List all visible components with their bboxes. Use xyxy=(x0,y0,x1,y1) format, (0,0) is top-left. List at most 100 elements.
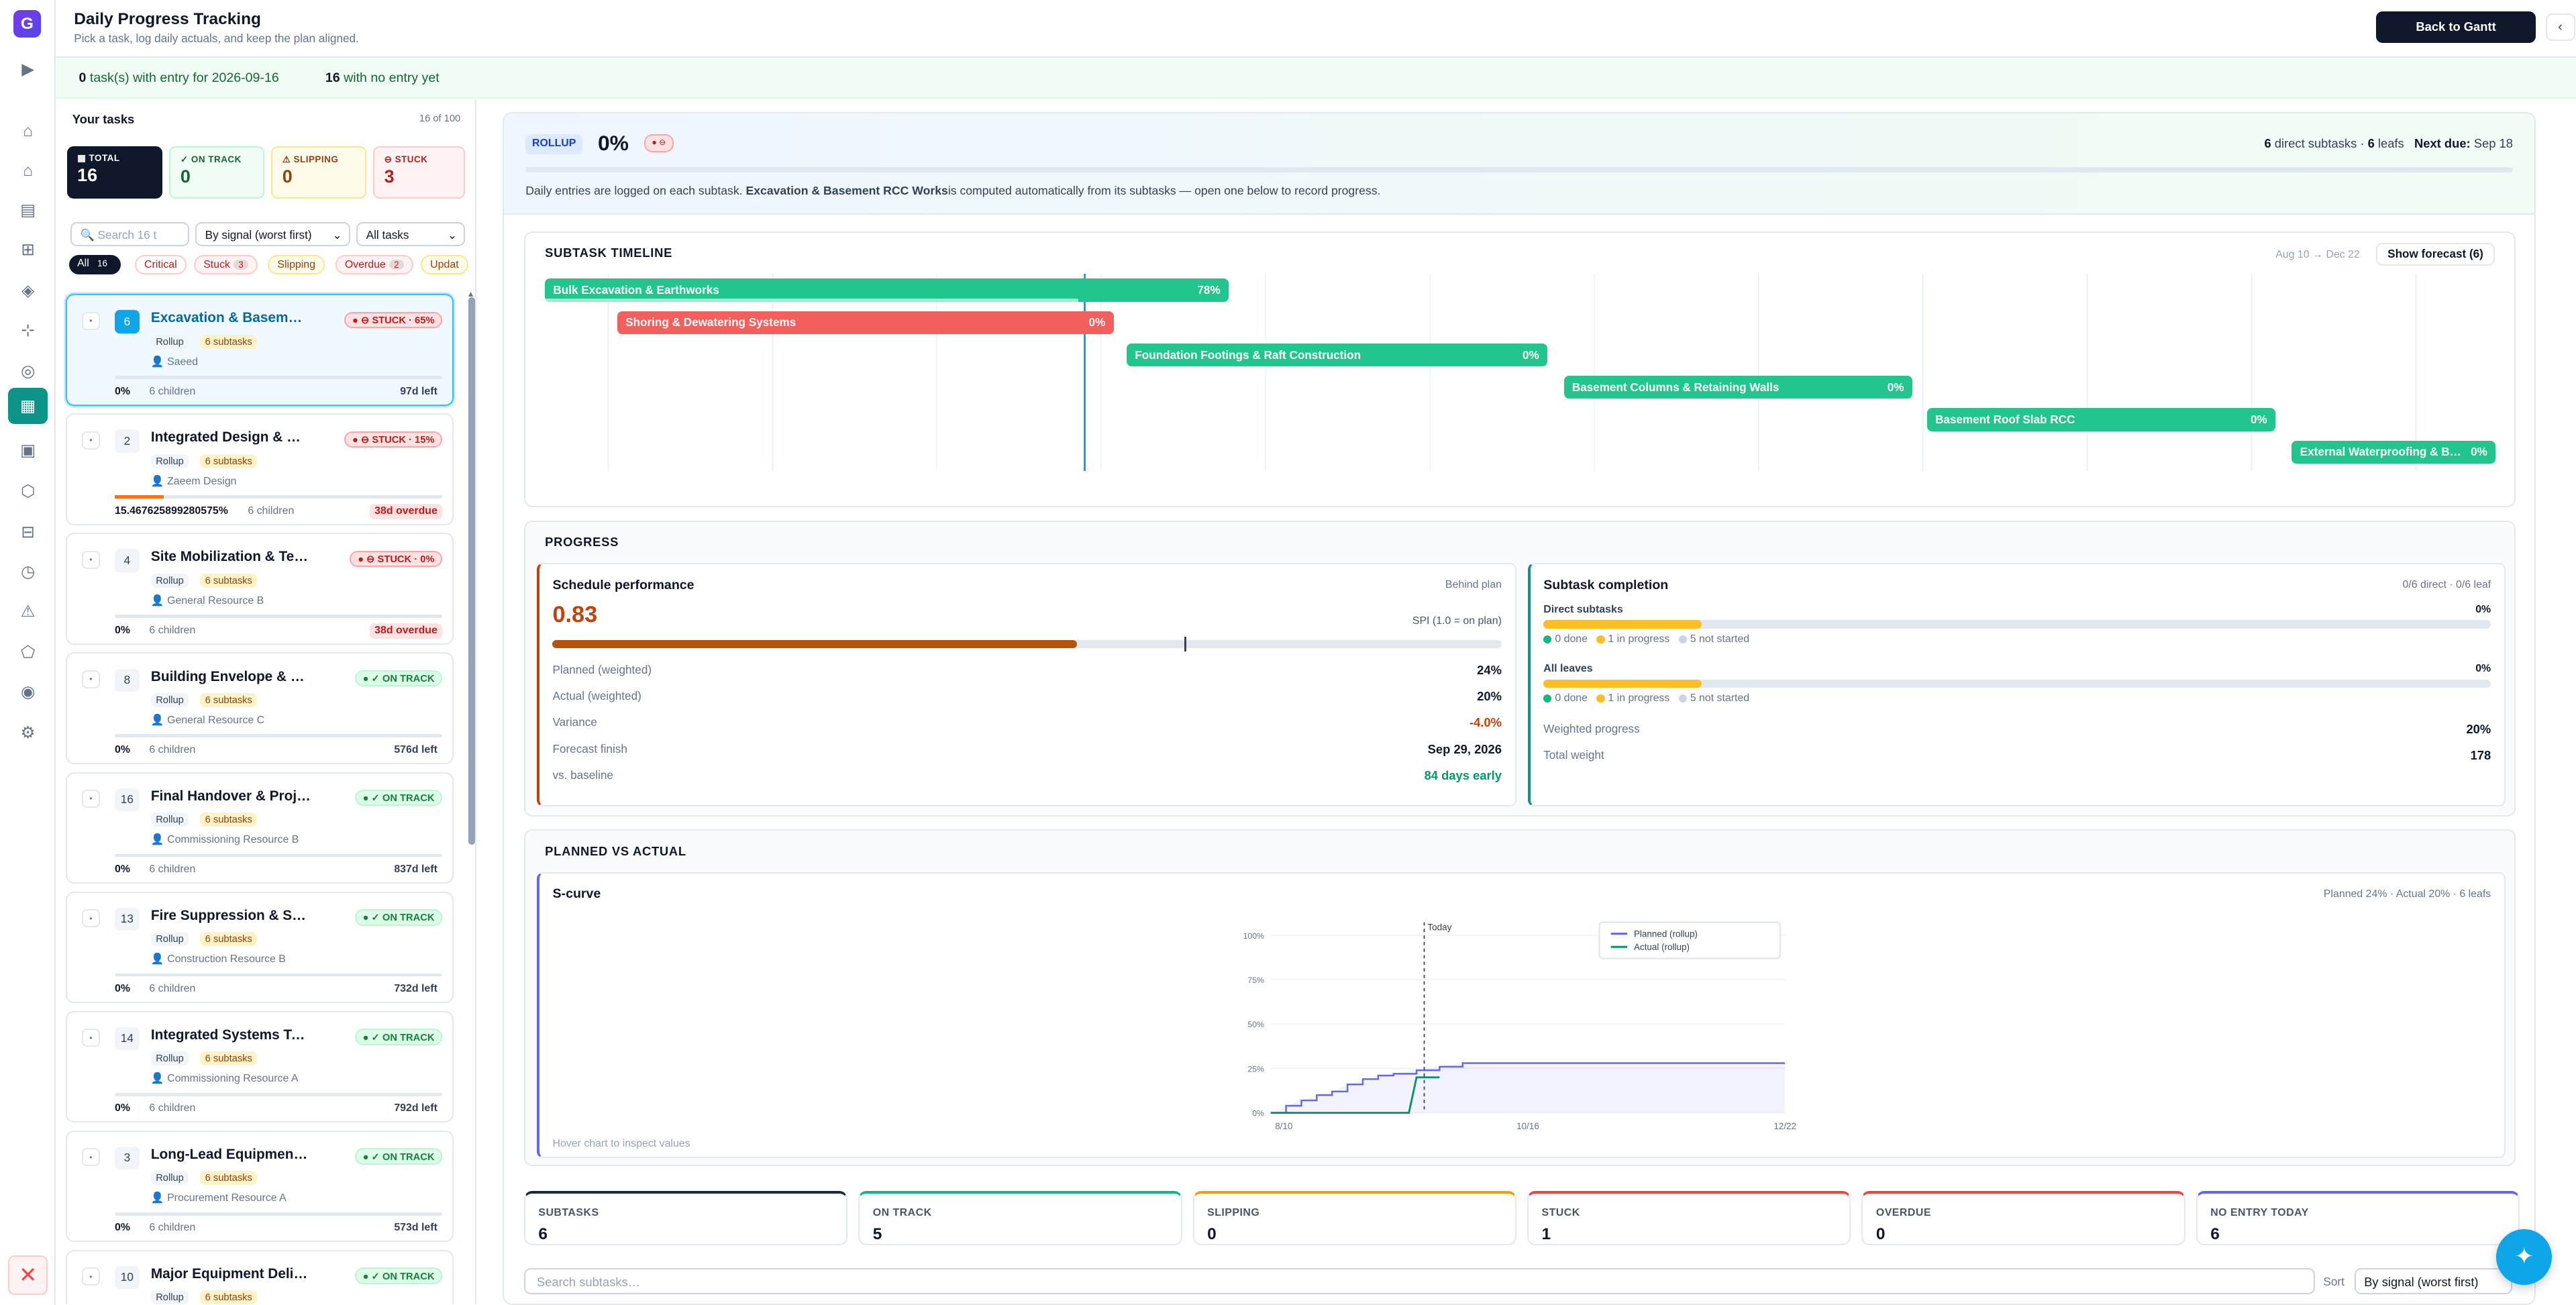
y-tick-label: 25% xyxy=(1247,1065,1264,1074)
record-icon[interactable]: ◉ xyxy=(20,683,36,702)
expand-icon[interactable]: • xyxy=(81,790,100,808)
filter-chip-slipping[interactable]: Slipping xyxy=(268,254,325,274)
task-card[interactable]: • 10 Major Equipment Delive… ● ✓ ON TRACK Ro… xyxy=(65,1249,454,1305)
task-card[interactable]: • 6 Excavation & Basem… ● ⊖ STUCK · 65% Roll… xyxy=(65,294,454,406)
expand-icon[interactable]: • xyxy=(81,670,100,688)
target-icon[interactable]: ◎ xyxy=(20,362,36,381)
task-card[interactable]: • 3 Long-Lead Equipment P… ● ✓ ON TRACK Roll… xyxy=(65,1130,454,1243)
schedule-status: Behind plan xyxy=(1445,579,1502,591)
rollup-summary: 6 direct subtasks · 6 leafs Next due: Se… xyxy=(2264,136,2513,151)
chevron-left-icon[interactable]: ‹ xyxy=(2545,13,2575,42)
completion-meta: 0/6 direct · 0/6 leaf xyxy=(2402,579,2491,591)
metric-value: Sep 29, 2026 xyxy=(1427,741,1502,756)
sort-select[interactable]: By signal (worst first) ⌄ xyxy=(195,221,350,247)
scroll-up-icon[interactable]: ▲ xyxy=(466,289,475,299)
subtask-search-input[interactable]: Search subtasks… xyxy=(523,1268,2316,1295)
task-list-scrollbar[interactable] xyxy=(468,297,475,845)
leaf-text: leafs xyxy=(2377,136,2404,150)
rollup-tag: Rollup xyxy=(150,932,189,947)
chip-count: 2 xyxy=(389,260,404,270)
metric-label: Forecast finish xyxy=(552,741,627,755)
task-name: Integrated Design & … xyxy=(150,429,301,446)
pentagon-icon[interactable]: ⬠ xyxy=(20,643,36,662)
task-card[interactable]: • 4 Site Mobilization & Te… ● ⊖ STUCK · 0% R… xyxy=(65,533,454,645)
list-icon[interactable]: ▤ xyxy=(20,201,36,220)
timeline-bar[interactable]: Basement Columns & Retaining Walls 0% xyxy=(1563,376,1912,399)
timeline-bar[interactable]: Shoring & Dewatering Systems 0% xyxy=(617,311,1114,334)
stat-stuck[interactable]: ⊖ STUCK 3 xyxy=(372,146,466,199)
stat-total[interactable]: ▦ TOTAL 16 xyxy=(67,146,163,199)
back-to-gantt-button[interactable]: Back to Gantt xyxy=(2376,11,2536,43)
alert-icon[interactable]: ⚠ xyxy=(20,603,36,621)
task-card[interactable]: • 8 Building Envelope & Wa… ● ✓ ON TRACK Rol… xyxy=(65,652,454,764)
task-card[interactable]: • 2 Integrated Design & … ● ⊖ STUCK · 15% Ro… xyxy=(65,413,454,525)
clock-icon[interactable]: ◷ xyxy=(20,563,36,582)
bar-percent: 0% xyxy=(2250,413,2267,427)
expand-icon[interactable]: • xyxy=(81,1267,100,1286)
kpi-slipping[interactable]: SLIPPING 0 xyxy=(1192,1191,1516,1245)
timeline-bar[interactable]: External Waterproofing & B… 0% xyxy=(2291,440,2496,464)
expand-icon[interactable]: • xyxy=(81,1029,100,1047)
home-icon[interactable]: ⌂ xyxy=(23,121,34,140)
task-owner: 👤 Commissioning Resource A xyxy=(151,1072,299,1085)
bar-label: Basement Roof Slab RCC xyxy=(1935,413,2075,427)
filter-chip-critical[interactable]: Critical xyxy=(134,254,187,274)
stat-slipping[interactable]: ⚠ SLIPPING 0 xyxy=(271,146,367,199)
expand-icon[interactable]: • xyxy=(81,1148,100,1167)
stat-label: ON TRACK xyxy=(191,154,242,164)
app-logo-icon[interactable]: G xyxy=(13,9,42,38)
kpi-subtasks[interactable]: SUBTASKS 6 xyxy=(523,1191,848,1245)
board-icon[interactable]: ▣ xyxy=(20,441,36,460)
expand-icon[interactable]: • xyxy=(81,431,100,450)
s-curve-title: S-curve xyxy=(552,886,601,902)
expand-icon[interactable]: • xyxy=(81,550,100,569)
kpi-on-track[interactable]: ON TRACK 5 xyxy=(858,1191,1182,1245)
table-icon[interactable]: ⊟ xyxy=(21,523,35,542)
note-task-name: Excavation & Basement RCC Works xyxy=(745,183,948,197)
status-badge: ● ⊖ STUCK · 15% xyxy=(344,431,443,448)
filter-chip-all[interactable]: All 16 xyxy=(68,254,121,274)
grid-icon[interactable]: ⊞ xyxy=(21,241,35,260)
progress-icon[interactable]: ▦ xyxy=(8,387,48,424)
house-icon[interactable]: ⌂ xyxy=(23,161,34,180)
stat-on-track[interactable]: ✓ ON TRACK 0 xyxy=(169,146,265,199)
timeline-bar[interactable]: Bulk Excavation & Earthworks 78% xyxy=(545,278,1229,302)
bar-label: Shoring & Dewatering Systems xyxy=(625,315,796,329)
expand-icon[interactable]: • xyxy=(81,909,100,927)
assistant-fab-icon[interactable]: ✦ xyxy=(2496,1229,2553,1286)
total-icon: ▦ xyxy=(77,152,87,163)
task-number: 10 xyxy=(114,1265,140,1289)
timeline-bar[interactable]: Foundation Footings & Raft Construction 0… xyxy=(1127,343,1548,367)
filter-chip-overdue[interactable]: Overdue 2 xyxy=(335,254,414,274)
kpi-no-entry-today[interactable]: NO ENTRY TODAY 6 xyxy=(2196,1191,2520,1245)
task-card[interactable]: • 13 Fire Suppression & Sec… ● ✓ ON TRACK Ro… xyxy=(65,891,454,1004)
rollup-tag: Rollup xyxy=(150,454,189,469)
task-search-input[interactable]: 🔍 Search 16 t xyxy=(70,221,189,247)
s-curve-chart[interactable]: 0% 25% 50% 75% 100% 8/10 10/16 12/22 Today Planne… xyxy=(1213,906,1805,1136)
kpi-value: 6 xyxy=(538,1224,548,1243)
expand-icon[interactable]: • xyxy=(81,311,100,330)
filter-select[interactable]: All tasks ⌄ xyxy=(356,221,466,247)
task-card[interactable]: • 14 Integrated Systems Test… ● ✓ ON TRACK R… xyxy=(65,1010,454,1123)
crosshair-icon[interactable]: ⊹ xyxy=(21,321,35,340)
subtask-sort-select[interactable]: By signal (worst first) xyxy=(2354,1268,2513,1295)
filter-chip-updat[interactable]: Updat xyxy=(420,254,468,274)
filter-chip-stuck[interactable]: Stuck 3 xyxy=(193,254,258,274)
chip-count: 16 xyxy=(92,258,113,269)
kpi-overdue[interactable]: OVERDUE 0 xyxy=(1861,1191,2185,1245)
chip-label: Critical xyxy=(144,259,177,271)
timeline-bar[interactable]: Basement Roof Slab RCC 0% xyxy=(1926,408,2275,431)
settings-icon[interactable]: ⚙ xyxy=(20,724,36,743)
task-children: 6 children xyxy=(149,1102,196,1114)
close-icon[interactable]: ✕ xyxy=(8,1255,48,1295)
kpi-stuck[interactable]: STUCK 1 xyxy=(1527,1191,1851,1245)
play-icon[interactable]: ▶ xyxy=(21,60,35,79)
hexagon-icon[interactable]: ⬡ xyxy=(20,482,36,501)
owner-name: Saeed xyxy=(167,356,199,368)
y-tick-label: 100% xyxy=(1243,931,1264,941)
rollup-header: ROLLUP 0% ● ⊖ 6 direct subtasks · 6 leaf… xyxy=(504,113,2534,215)
layers-icon[interactable]: ◈ xyxy=(21,282,35,301)
task-card[interactable]: • 16 Final Handover & Projec… ● ✓ ON TRACK R… xyxy=(65,772,454,884)
kpi-label: SLIPPING xyxy=(1207,1206,1260,1218)
show-forecast-button[interactable]: Show forecast (6) xyxy=(2376,242,2495,266)
